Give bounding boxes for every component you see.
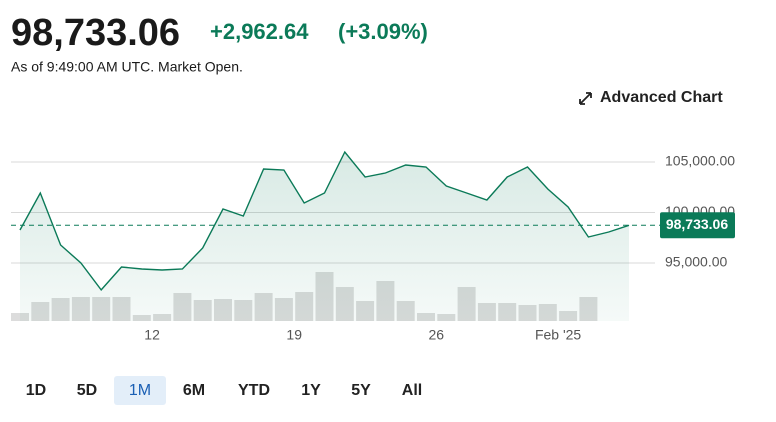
current-price-label: 98,733.06 [666,216,728,232]
advanced-chart-label[interactable]: Advanced Chart [600,89,723,106]
x-tick-label: 26 [429,327,445,343]
y-tick-label: 105,000.00 [665,153,735,169]
range-button[interactable]: 5Y [351,382,371,399]
range-button[interactable]: 5D [77,382,97,399]
price: 98,733.06 [11,12,180,54]
price-area [20,152,629,321]
range-button[interactable]: 6M [183,382,205,399]
x-tick-label: Feb '25 [535,327,581,343]
y-tick-label: 95,000.00 [665,254,727,270]
range-button[interactable]: YTD [238,382,270,399]
current-price-badge [660,212,735,239]
range-button[interactable]: 1M [129,382,151,399]
price-line [19,150,630,292]
range-button[interactable]: All [402,382,422,399]
status: As of 9:49:00 AM UTC. Market Open. [11,59,243,75]
change-percent: (+3.09%) [338,19,428,44]
advanced-chart-link[interactable]: Advanced Chart [579,89,723,106]
selected-range-bg [114,376,166,405]
change: +2,962.64 [210,19,309,44]
x-tick-label: 12 [144,327,160,343]
expand-icon [579,92,592,105]
range-button[interactable]: 1D [26,382,46,399]
range-button[interactable]: 1Y [301,382,321,399]
x-tick-label: 19 [286,327,302,343]
